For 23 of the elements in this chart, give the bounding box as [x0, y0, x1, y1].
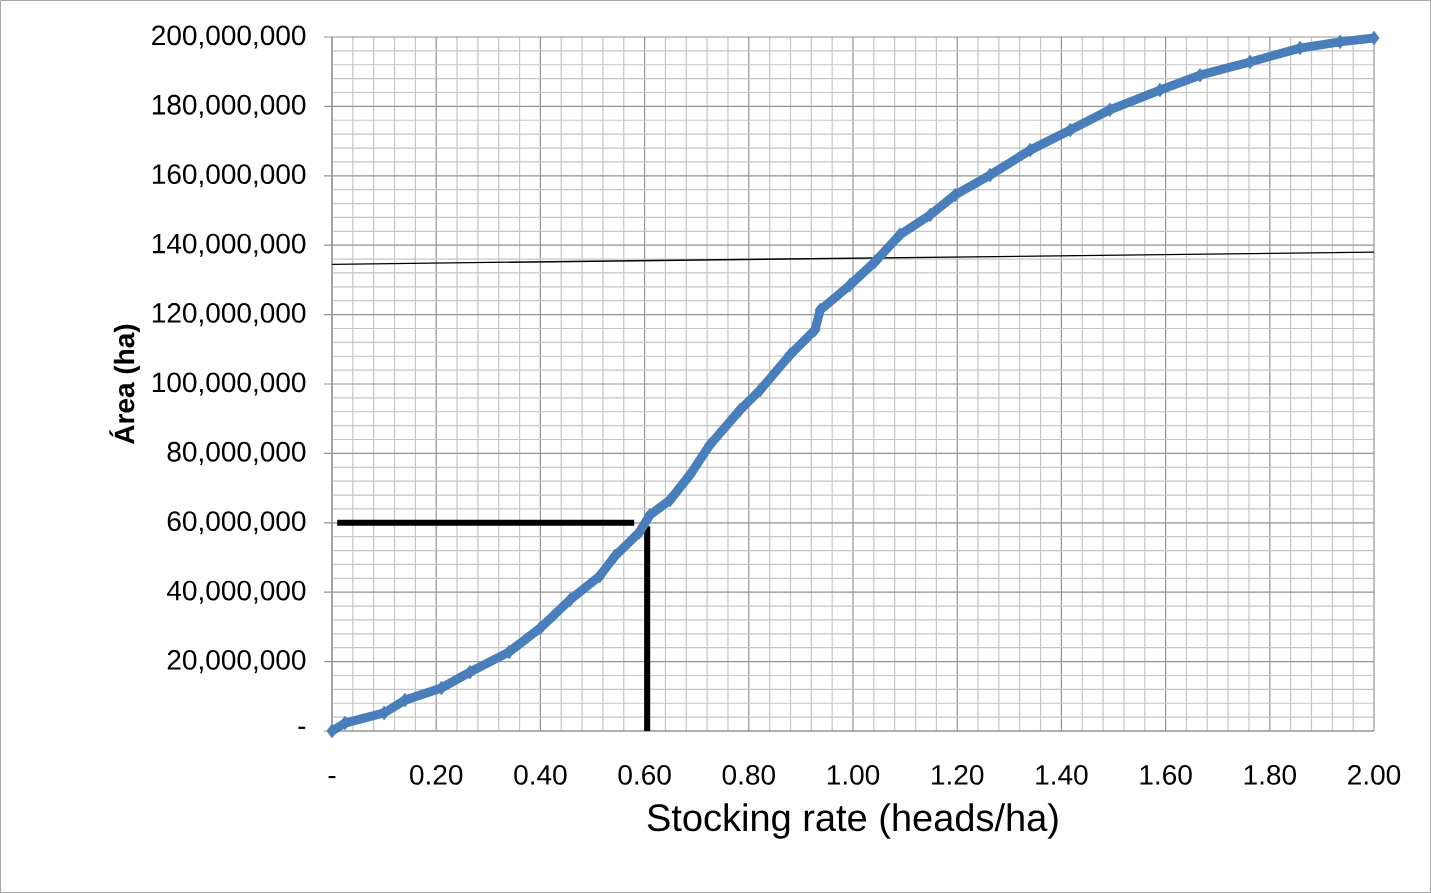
- y-tick-label: 100,000,000: [152, 372, 306, 396]
- x-tick-label: 1.40: [1036, 764, 1088, 785]
- x-tick-label: 0.60: [618, 764, 671, 785]
- y-tick-label: 40,000,000: [166, 580, 306, 604]
- x-tick-label: 1.80: [1244, 764, 1296, 785]
- y-tick-label: 160,000,000: [152, 164, 306, 188]
- y-tick-label: 140,000,000: [152, 233, 306, 257]
- x-axis-title: Stocking rate (heads/ha): [647, 803, 1058, 839]
- y-tick-label: 180,000,000: [152, 94, 306, 118]
- x-tick-label: 1.00: [827, 764, 880, 785]
- x-tick-label: 1.20: [932, 764, 984, 785]
- x-tick-label: 0.80: [722, 764, 775, 785]
- y-tick-label: 200,000,000: [152, 25, 306, 49]
- y-tick-label: 20,000,000: [167, 650, 306, 674]
- y-tick-label: 60,000,000: [167, 511, 306, 535]
- y-tick-label: 120,000,000: [152, 303, 306, 327]
- y-tick-label: 80,000,000: [167, 441, 306, 465]
- x-tick-label: 0.40: [514, 764, 567, 785]
- x-tick-label: 1.60: [1140, 764, 1192, 785]
- y-axis-title: Área (ha): [109, 324, 140, 444]
- x-tick-label: 0.20: [410, 764, 463, 785]
- x-tick-label: 2.00: [1348, 764, 1401, 785]
- y-tick-label: -: [298, 726, 306, 729]
